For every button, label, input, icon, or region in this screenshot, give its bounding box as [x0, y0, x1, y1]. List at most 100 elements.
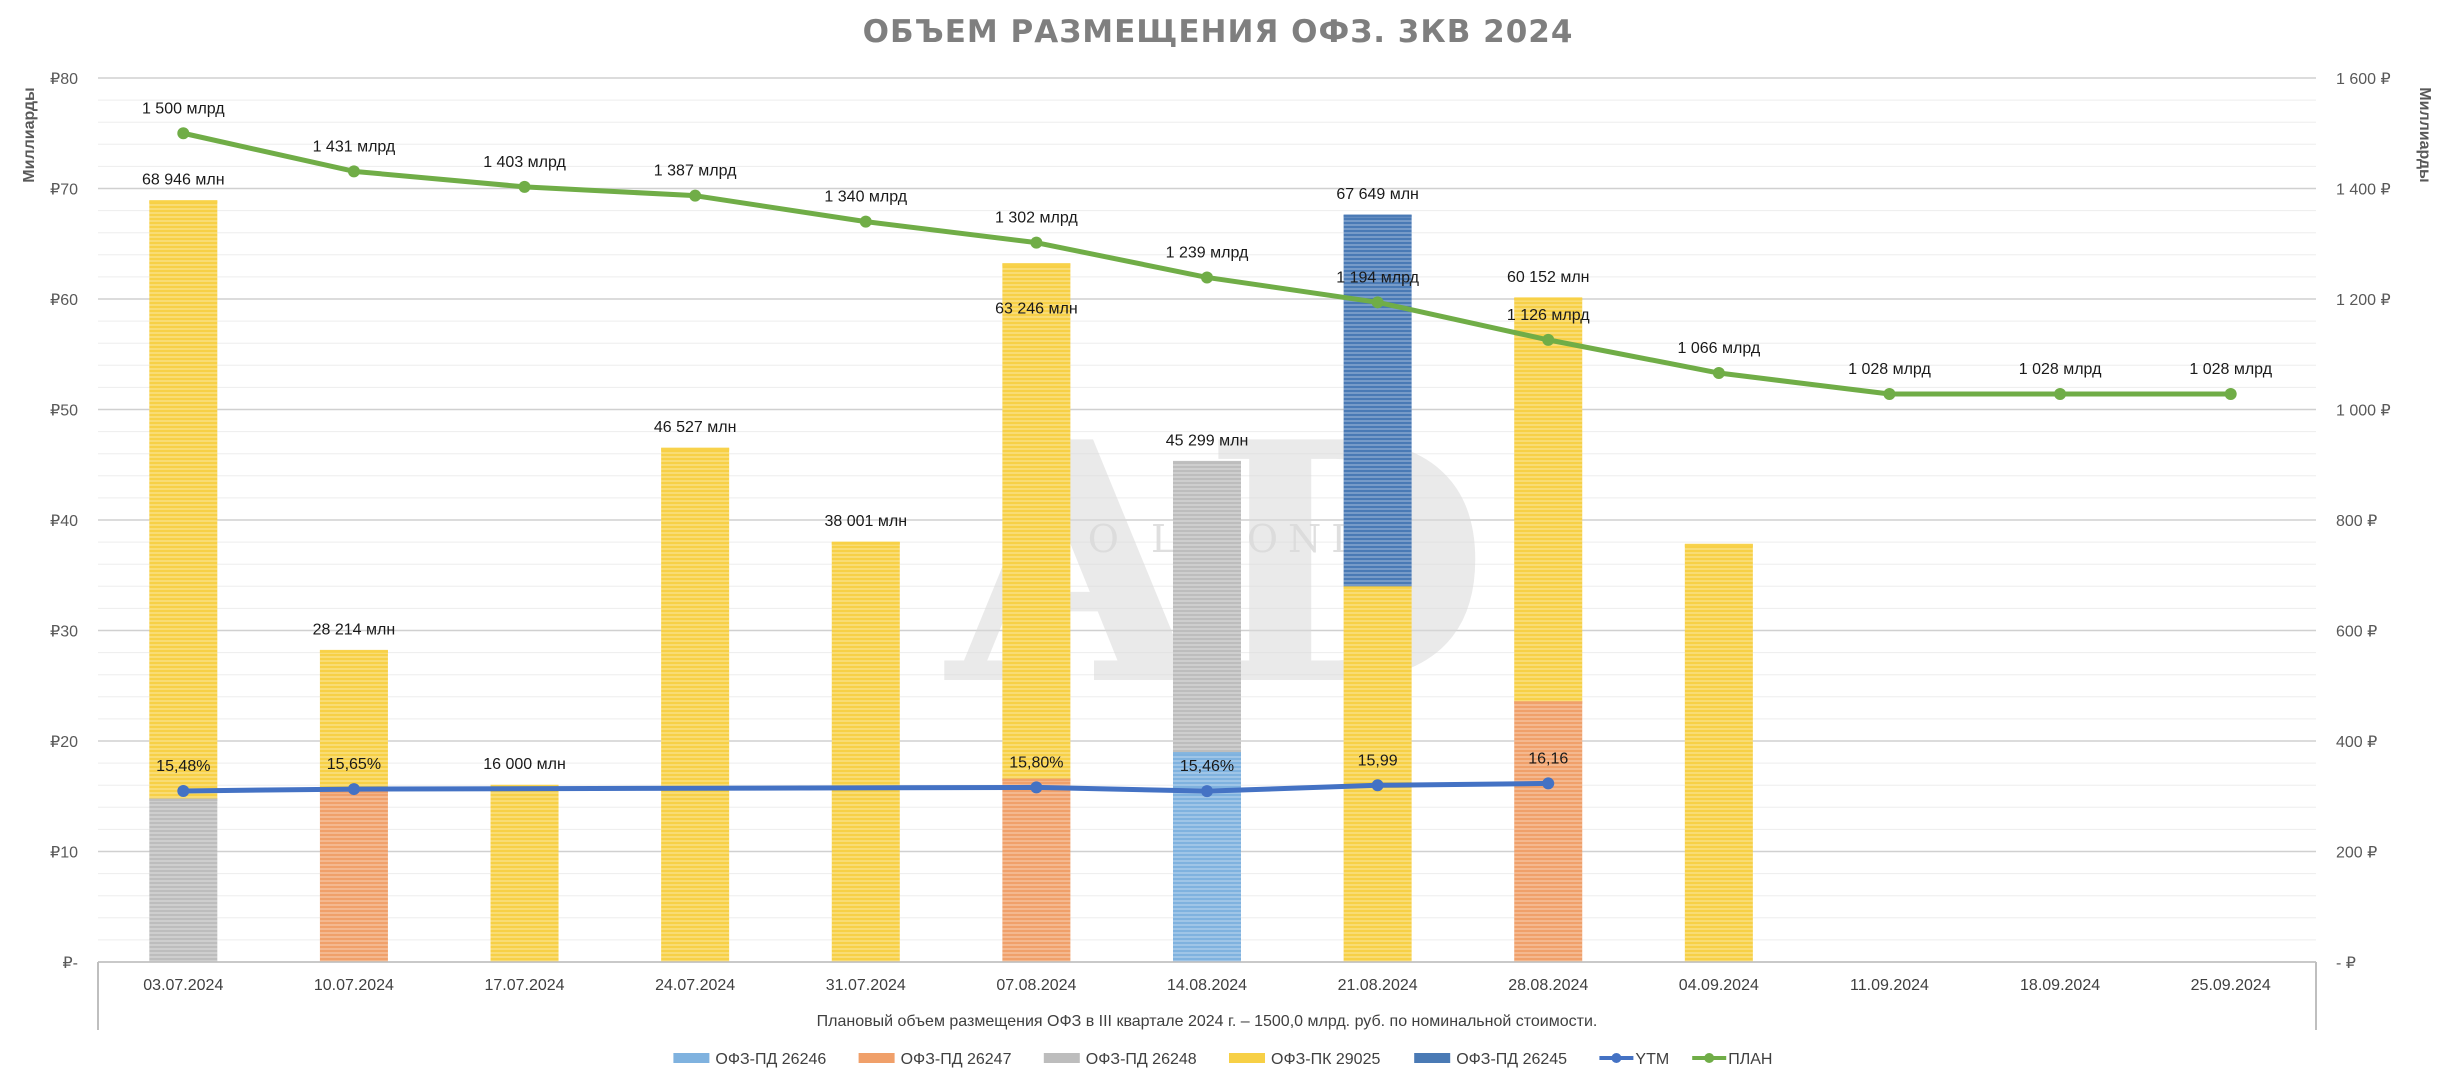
series-point [1201, 785, 1213, 798]
legend-label: ОФЗ-ПД 26245 [1456, 1051, 1567, 1068]
x-axis-labels: 03.07.2024 10.07.2024 17.07.2024 24.07.2024… [143, 977, 2271, 994]
y-tick-left: ₽80 [50, 71, 78, 88]
bar-segment-texture [319, 650, 388, 791]
y-tick-right: 1 400 ₽ [2336, 182, 2391, 199]
bar-total-label: 68 946 млн [142, 172, 225, 189]
plan-label: 1 126 млрд [1507, 307, 1590, 324]
x-tick-label: 31.07.2024 [826, 977, 906, 994]
y-axis-left: ₽- ₽10 ₽20 ₽30 ₽40 ₽50 ₽60 ₽70 ₽80 [50, 71, 78, 972]
series-point [177, 127, 190, 140]
y-tick-right: - ₽ [2336, 955, 2356, 972]
bar-segment-texture [1514, 701, 1583, 962]
series-line-YTM [183, 780, 1549, 794]
bar-segment-texture [1173, 461, 1241, 753]
y-tick-left: ₽20 [50, 734, 78, 751]
plan-label: 1 340 млрд [824, 189, 907, 206]
ytm-label: 15,46% [1180, 758, 1234, 775]
x-tick-label: 24.07.2024 [655, 977, 735, 994]
lines [177, 127, 2237, 798]
bar-total-label: 46 527 млн [654, 419, 737, 436]
data-labels: 1 500 млрд 1 431 млрд 1 403 млрд 1 387 млрд… [142, 100, 2273, 775]
ytm-label: 16,16 [1528, 750, 1568, 767]
plan-label: 1 066 млрд [1678, 340, 1761, 357]
bar-segment-texture [1002, 778, 1071, 962]
bars [149, 200, 1753, 962]
series-point [347, 165, 360, 178]
plan-label: 1 194 млрд [1336, 269, 1419, 286]
y-tick-right: 1 200 ₽ [2336, 292, 2391, 309]
bar-total-label: 60 152 млн [1507, 269, 1590, 286]
series-point [1371, 779, 1384, 792]
legend-marker [1704, 1053, 1715, 1063]
series-point [347, 783, 360, 796]
bar-segment-texture [831, 542, 900, 962]
x-axis-caption: Плановый объем размещения ОФЗ в III квар… [817, 1013, 1598, 1030]
y-axis-right: - ₽ 200 ₽ 400 ₽ 600 ₽ 800 ₽ 1 000 ₽ 1 200 ₽ 1 4… [2336, 71, 2391, 972]
legend-swatch [858, 1053, 895, 1063]
plan-label: 1 431 млрд [313, 138, 396, 155]
series-line-ПЛАН [182, 130, 2231, 397]
x-tick-label: 07.08.2024 [996, 977, 1076, 994]
plan-label: 1 302 млрд [995, 210, 1078, 227]
x-tick-label: 18.09.2024 [2020, 977, 2100, 994]
x-tick-label: 21.08.2024 [1338, 977, 1418, 994]
plan-label: 1 239 млрд [1166, 244, 1249, 261]
x-tick-label: 14.08.2024 [1167, 977, 1247, 994]
series-point [1371, 296, 1384, 309]
bar-segment-texture [149, 200, 218, 799]
series-point [177, 784, 190, 797]
bar-total-label: 28 214 млн [313, 621, 396, 638]
x-tick-label: 04.09.2024 [1679, 977, 1759, 994]
y-tick-right: 400 ₽ [2336, 734, 2377, 751]
bar-total-label: 63 246 млн [995, 301, 1078, 318]
series-point [1712, 367, 1725, 380]
ytm-label: 15,80% [1009, 754, 1063, 771]
plan-label: 1 500 млрд [142, 100, 225, 117]
y-tick-left: ₽50 [50, 403, 78, 420]
bar-segment-texture [319, 790, 388, 962]
series-point [1030, 781, 1043, 794]
legend-label: ОФЗ-ПК 29025 [1271, 1051, 1380, 1068]
legend-label: ПЛАН [1728, 1051, 1772, 1068]
y-tick-left: ₽70 [50, 182, 78, 199]
x-tick-label: 11.09.2024 [1850, 977, 1929, 994]
y-tick-left: ₽40 [50, 513, 78, 530]
bar-segment-texture [1684, 544, 1753, 962]
plan-label: 1 387 млрд [654, 163, 737, 180]
legend-swatch [1043, 1053, 1080, 1063]
x-tick-label: 10.07.2024 [314, 977, 394, 994]
chart-title: ОБЪЕМ РАЗМЕЩЕНИЯ ОФЗ. 3КВ 2024 [863, 14, 1574, 50]
bar-total-label: 38 001 млн [824, 513, 907, 530]
series-point [859, 215, 872, 228]
y-tick-right: 800 ₽ [2336, 513, 2377, 530]
legend: ОФЗ-ПД 26246 ОФЗ-ПД 26247 ОФЗ-ПД 26248 ОФЗ-… [673, 1051, 1772, 1068]
y-tick-right: 1 600 ₽ [2336, 71, 2391, 88]
ytm-label: 15,65% [327, 756, 381, 773]
ytm-label: 15,99 [1358, 752, 1398, 769]
series-point [1542, 333, 1555, 346]
bar-total-label: 67 649 млн [1336, 186, 1419, 203]
legend-label: YTM [1635, 1051, 1669, 1068]
bar-segment-texture [1173, 752, 1241, 962]
y-tick-right: 1 000 ₽ [2336, 403, 2391, 420]
series-point [1542, 777, 1555, 790]
y-axis-left-title: Миллиарды [21, 87, 38, 182]
x-tick-label: 17.07.2024 [484, 977, 564, 994]
legend-label: ОФЗ-ПД 26248 [1086, 1051, 1197, 1068]
series-point [2054, 388, 2067, 401]
bar-total-label: 45 299 млн [1166, 432, 1249, 449]
plan-label: 1 028 млрд [1848, 361, 1931, 378]
bar-segment-texture [1343, 586, 1412, 962]
y-tick-right: 600 ₽ [2336, 624, 2377, 641]
legend-marker [1611, 1053, 1622, 1063]
bar-segment-texture [149, 798, 218, 962]
series-point [2224, 388, 2237, 401]
ytm-label: 15,48% [156, 758, 210, 775]
x-tick-label: 03.07.2024 [143, 977, 223, 994]
y-tick-left: ₽60 [50, 292, 78, 309]
bar-segment-texture [1002, 263, 1071, 779]
bar-segment-texture [1514, 297, 1583, 702]
series-point [518, 180, 531, 193]
y-axis-right-title: Миллиарды [2416, 87, 2433, 182]
